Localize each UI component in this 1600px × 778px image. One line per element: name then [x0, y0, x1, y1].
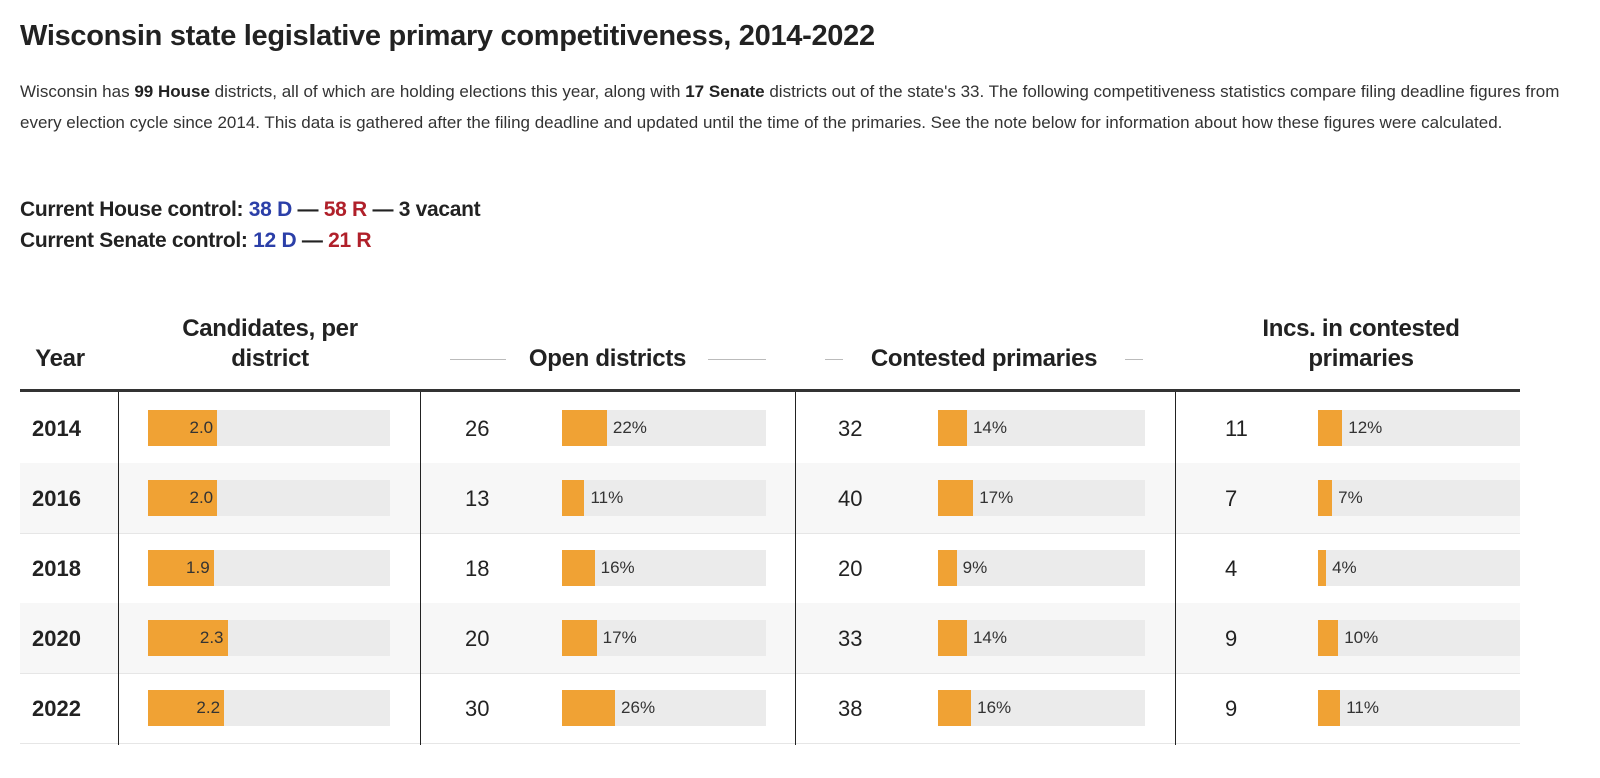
header-rule [20, 389, 1520, 392]
incs-pct: 4% [1332, 558, 1357, 577]
incs-bar [1318, 550, 1327, 586]
table-row: 2020 2.3 20 17% 33 14% 9 10% [20, 603, 1520, 674]
candidates-bar [148, 690, 225, 726]
incs-count: 11 [1225, 416, 1248, 441]
header-incs: Incs. in contested primaries [1262, 315, 1460, 372]
header-candidates: Candidates, per district [182, 315, 358, 372]
contested-count: 32 [838, 416, 863, 441]
table-row: 2022 2.2 30 26% 38 16% 9 11% [20, 673, 1520, 744]
candidates-bar [148, 620, 228, 656]
candidates-value: 2.0 [189, 418, 214, 437]
intro-paragraph: Wisconsin has 99 House districts, all of… [20, 82, 1560, 132]
contested-bar-track: 9% [938, 550, 1145, 586]
incs-count: 9 [1225, 626, 1238, 651]
open-pct: 11% [590, 488, 624, 507]
incs-bar-track: 4% [1318, 550, 1520, 586]
table-row: 2014 2.0 26 22% 32 14% 11 12% [20, 393, 1520, 464]
candidates-bar-track: 1.9 [148, 550, 390, 586]
table-row: 2018 1.9 18 16% 20 9% 4 4% [20, 533, 1520, 604]
candidates-bar [148, 410, 218, 446]
header-year: Year [35, 345, 85, 372]
candidates-bar-track: 2.0 [148, 480, 390, 516]
year-cell: 2016 [32, 486, 81, 511]
house-control: Current House control: 38 D — 58 R — 3 v… [20, 198, 481, 221]
incs-pct: 12% [1348, 418, 1383, 437]
incs-bar [1318, 690, 1341, 726]
open-bar [562, 620, 597, 656]
candidates-value: 1.9 [186, 558, 210, 577]
contested-count: 20 [838, 556, 863, 581]
candidates-bar [148, 480, 218, 516]
contested-count: 38 [838, 696, 863, 721]
incs-bar-track: 11% [1318, 690, 1520, 726]
year-cell: 2014 [32, 416, 81, 441]
open-pct: 26% [621, 698, 656, 717]
header-contested: Contested primaries [870, 345, 1098, 372]
senate-control: Current Senate control: 12 D — 21 R [20, 229, 372, 252]
contested-bar [938, 620, 967, 656]
incs-pct: 10% [1344, 628, 1379, 647]
open-bar [562, 550, 595, 586]
contested-pct: 16% [977, 698, 1012, 717]
incs-bar-track: 12% [1318, 410, 1520, 446]
contested-bar [938, 410, 967, 446]
open-count: 18 [465, 556, 490, 581]
table-row: 2016 2.0 13 11% 40 17% 7 7% [20, 463, 1520, 534]
contested-pct: 9% [962, 558, 988, 577]
open-count: 26 [465, 416, 490, 441]
open-count: 30 [465, 696, 490, 721]
open-count: 20 [465, 626, 490, 651]
incs-bar [1318, 620, 1339, 656]
contested-pct: 14% [972, 628, 1007, 647]
candidates-bar [148, 550, 214, 586]
incs-pct: 7% [1338, 488, 1363, 507]
year-cell: 2020 [32, 626, 81, 651]
open-count: 13 [465, 486, 490, 511]
contested-count: 33 [838, 626, 863, 651]
candidates-bar-track: 2.3 [148, 620, 390, 656]
open-bar-track: 11% [562, 480, 766, 516]
candidates-value: 2.0 [189, 488, 214, 507]
open-bar [562, 410, 607, 446]
contested-pct: 17% [979, 488, 1014, 507]
contested-count: 40 [838, 486, 863, 511]
candidates-bar-track: 2.0 [148, 410, 390, 446]
open-pct: 16% [600, 558, 635, 577]
open-bar-track: 22% [562, 410, 766, 446]
year-cell: 2022 [32, 696, 81, 721]
open-bar-track: 16% [562, 550, 766, 586]
open-bar [562, 690, 616, 726]
contested-bar [938, 690, 972, 726]
contested-bar [938, 480, 974, 516]
candidates-bar-track: 2.2 [148, 690, 390, 726]
contested-bar-track: 17% [938, 480, 1145, 516]
contested-bar-track: 16% [938, 690, 1145, 726]
contested-bar-track: 14% [938, 410, 1145, 446]
incs-count: 9 [1225, 696, 1238, 721]
open-bar [562, 480, 585, 516]
open-bar-track: 17% [562, 620, 766, 656]
contested-bar [938, 550, 957, 586]
incs-count: 4 [1225, 556, 1238, 581]
contested-pct: 14% [972, 418, 1007, 437]
open-pct: 17% [602, 628, 637, 647]
candidates-value: 2.2 [196, 698, 221, 717]
incs-count: 7 [1225, 486, 1238, 511]
year-cell: 2018 [32, 556, 81, 581]
incs-pct: 11% [1346, 698, 1379, 717]
incs-bar [1318, 480, 1333, 516]
page-title: Wisconsin state legislative primary comp… [20, 20, 875, 52]
incs-bar-track: 7% [1318, 480, 1520, 516]
contested-bar-track: 14% [938, 620, 1145, 656]
open-bar-track: 26% [562, 690, 766, 726]
header-open: Open districts [528, 345, 687, 372]
candidates-value: 2.3 [199, 628, 224, 647]
incs-bar-track: 10% [1318, 620, 1520, 656]
incs-bar [1318, 410, 1343, 446]
open-pct: 22% [612, 418, 647, 437]
